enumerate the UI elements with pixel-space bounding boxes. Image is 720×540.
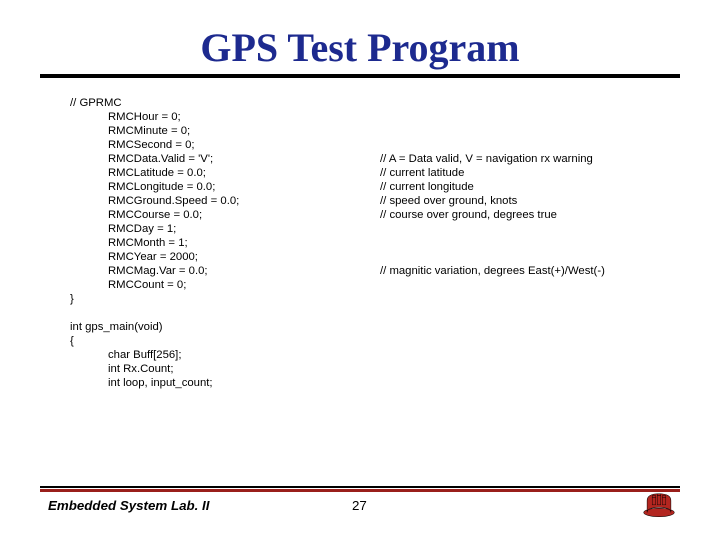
code-text: RMCSecond = 0;: [108, 138, 195, 152]
code-text: RMCMinute = 0;: [108, 124, 190, 138]
code-text: RMCHour = 0;: [108, 110, 181, 124]
slide: GPS Test Program // GPRMCRMCHour = 0;RMC…: [0, 0, 720, 540]
code-text: RMCLatitude = 0.0;: [108, 166, 206, 180]
lab-logo-icon: [642, 490, 676, 518]
code-text: RMCData.Valid = 'V';: [108, 152, 213, 166]
code-text: // GPRMC: [70, 96, 122, 110]
code-comment: // magnitic variation, degrees East(+)/W…: [380, 264, 605, 278]
code-text: }: [70, 292, 74, 306]
code-text: RMCMonth = 1;: [108, 236, 188, 250]
code-comment: // A = Data valid, V = navigation rx war…: [380, 152, 593, 166]
code-text: char Buff[256];: [108, 348, 181, 362]
footer-accent: [40, 489, 680, 492]
code-text: RMCYear = 2000;: [108, 250, 198, 264]
footer-label: Embedded System Lab. II: [48, 498, 209, 513]
code-comment: // current longitude: [380, 180, 474, 194]
page-number: 27: [352, 498, 367, 513]
code-comment: // course over ground, degrees true: [380, 208, 557, 222]
code-text: RMCGround.Speed = 0.0;: [108, 194, 239, 208]
code-text: RMCLongitude = 0.0;: [108, 180, 215, 194]
code-text: int gps_main(void): [70, 320, 163, 334]
footer-rule: [40, 486, 680, 488]
title-rule: [40, 74, 680, 78]
code-text: RMCDay = 1;: [108, 222, 176, 236]
code-text: {: [70, 334, 74, 348]
code-text: RMCCount = 0;: [108, 278, 186, 292]
code-comment: // speed over ground, knots: [380, 194, 517, 208]
slide-title: GPS Test Program: [0, 24, 720, 71]
code-text: RMCMag.Var = 0.0;: [108, 264, 208, 278]
code-comment: // current latitude: [380, 166, 464, 180]
code-text: int loop, input_count;: [108, 376, 213, 390]
code-text: int Rx.Count;: [108, 362, 173, 376]
code-text: RMCCourse = 0.0;: [108, 208, 202, 222]
